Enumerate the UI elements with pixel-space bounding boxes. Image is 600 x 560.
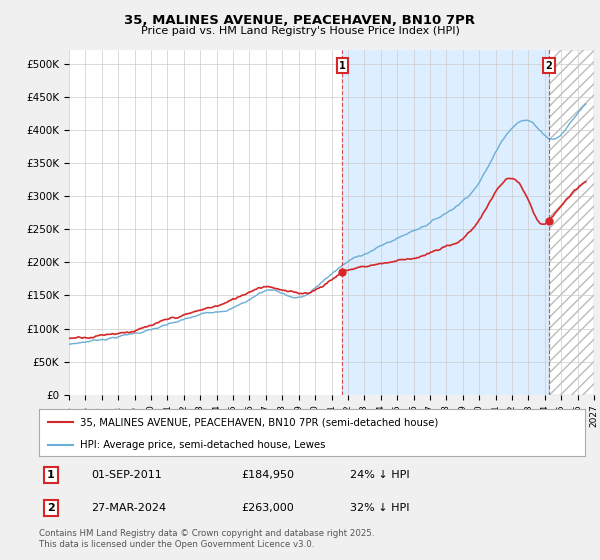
Bar [343, 50, 549, 395]
Text: 1: 1 [47, 470, 55, 480]
Text: £263,000: £263,000 [241, 503, 294, 513]
Text: 24% ↓ HPI: 24% ↓ HPI [350, 470, 410, 480]
Text: 35, MALINES AVENUE, PEACEHAVEN, BN10 7PR: 35, MALINES AVENUE, PEACEHAVEN, BN10 7PR [125, 14, 476, 27]
Text: £184,950: £184,950 [241, 470, 294, 480]
Text: 2: 2 [47, 503, 55, 513]
Text: 35, MALINES AVENUE, PEACEHAVEN, BN10 7PR (semi-detached house): 35, MALINES AVENUE, PEACEHAVEN, BN10 7PR… [80, 417, 439, 427]
Text: 01-SEP-2011: 01-SEP-2011 [91, 470, 161, 480]
Text: 1: 1 [339, 61, 346, 71]
Text: HPI: Average price, semi-detached house, Lewes: HPI: Average price, semi-detached house,… [80, 440, 325, 450]
Text: Contains HM Land Registry data © Crown copyright and database right 2025.
This d: Contains HM Land Registry data © Crown c… [39, 529, 374, 549]
Text: 2: 2 [545, 61, 552, 71]
Text: Price paid vs. HM Land Registry's House Price Index (HPI): Price paid vs. HM Land Registry's House … [140, 26, 460, 36]
Bar [549, 50, 594, 395]
Bar [549, 50, 594, 395]
Text: 32% ↓ HPI: 32% ↓ HPI [350, 503, 410, 513]
Text: 27-MAR-2024: 27-MAR-2024 [91, 503, 166, 513]
